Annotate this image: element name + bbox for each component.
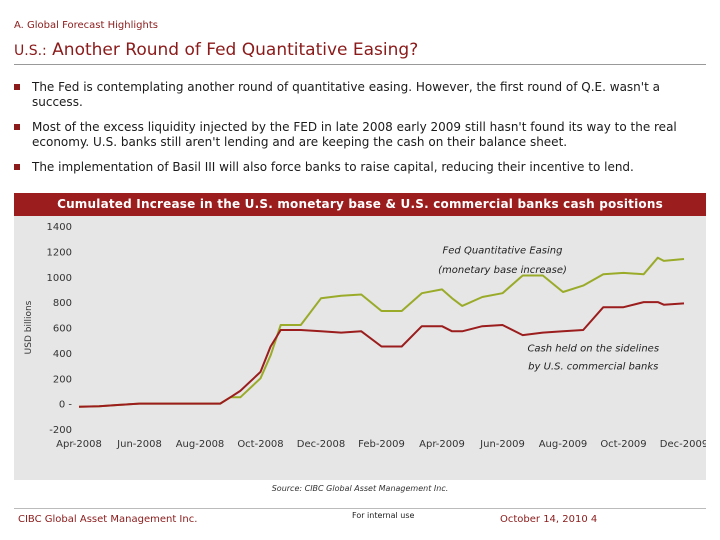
x-tick-label: Jun-2009 <box>479 439 525 450</box>
section-label: A. Global Forecast Highlights <box>14 20 158 31</box>
bullet-text: The implementation of Basil III will als… <box>32 160 634 174</box>
y-tick-label: 200 <box>53 374 72 385</box>
bullet-text: The Fed is contemplating another round o… <box>32 80 660 109</box>
chart-annotation: by U.S. commercial banks <box>528 361 658 372</box>
bullet-list: The Fed is contemplating another round o… <box>14 80 704 185</box>
series-line-cash-positions <box>78 301 685 408</box>
y-tick-label: -200 <box>49 425 72 436</box>
chart-annotation: Cash held on the sidelines <box>527 344 659 355</box>
footer-internal-use: For internal use <box>352 511 415 520</box>
x-tick-label: Dec-2009 <box>660 439 706 450</box>
x-tick-label: Aug-2009 <box>539 439 588 450</box>
y-tick-label: 1200 <box>47 247 72 258</box>
chart-panel: Cumulated Increase in the U.S. monetary … <box>14 193 706 480</box>
x-tick-label: Dec-2008 <box>297 439 345 450</box>
title-text: Another Round of Fed Quantitative Easing… <box>52 40 419 60</box>
y-tick-label: 400 <box>53 349 72 360</box>
square-bullet-icon <box>14 84 20 90</box>
x-tick-label: Oct-2008 <box>237 439 283 450</box>
x-tick-label: Oct-2009 <box>600 439 646 450</box>
y-tick-label: 0 - <box>59 400 73 411</box>
y-tick-label: 1400 <box>47 222 72 233</box>
y-tick-label: 600 <box>53 324 72 335</box>
bullet-item: The implementation of Basil III will als… <box>14 160 704 175</box>
chart-title: Cumulated Increase in the U.S. monetary … <box>14 193 706 216</box>
bullet-item: The Fed is contemplating another round o… <box>14 80 704 110</box>
series-line-monetary-base <box>78 256 685 408</box>
y-axis-label: USD billions <box>24 300 34 354</box>
x-tick-label: Apr-2009 <box>419 439 465 450</box>
page-title: U.S.: Another Round of Fed Quantitative … <box>14 40 418 60</box>
x-tick-label: Feb-2009 <box>358 439 405 450</box>
y-tick-label: 800 <box>53 298 72 309</box>
square-bullet-icon <box>14 164 20 170</box>
title-prefix: U.S.: <box>14 43 47 59</box>
title-divider <box>14 64 706 65</box>
bullet-text: Most of the excess liquidity injected by… <box>32 120 677 149</box>
footer-divider <box>14 508 706 509</box>
line-chart: 1400 1200 1000 800 600 400 200 0 - -200 USD billi… <box>24 222 706 450</box>
chart-annotation: (monetary base increase) <box>438 265 567 276</box>
x-tick-label: Aug-2008 <box>176 439 225 450</box>
footer-date-page: October 14, 2010 4 <box>500 514 598 525</box>
x-tick-label: Jun-2008 <box>116 439 162 450</box>
square-bullet-icon <box>14 124 20 130</box>
x-tick-label: Apr-2008 <box>56 439 102 450</box>
y-tick-label: 1000 <box>47 273 72 284</box>
bullet-item: Most of the excess liquidity injected by… <box>14 120 704 150</box>
chart-source: Source: CIBC Global Asset Management Inc… <box>271 484 449 493</box>
footer-company: CIBC Global Asset Management Inc. <box>18 514 198 525</box>
chart-annotation: Fed Quantitative Easing <box>443 245 563 256</box>
